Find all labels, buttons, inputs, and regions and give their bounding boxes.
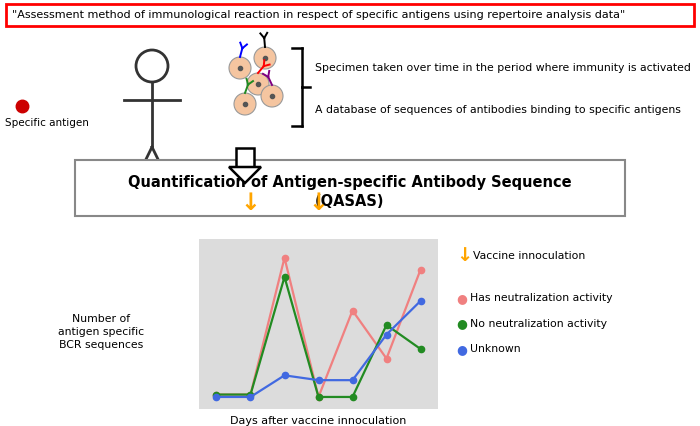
Text: ↓: ↓	[309, 191, 328, 215]
Polygon shape	[229, 167, 261, 183]
Text: A database of sequences of antibodies binding to specific antigens: A database of sequences of antibodies bi…	[315, 105, 681, 115]
Text: Quantification of Antigen-specific Antibody Sequence: Quantification of Antigen-specific Antib…	[128, 175, 572, 190]
Circle shape	[234, 93, 256, 115]
Text: ↓: ↓	[241, 191, 260, 215]
Text: (QASAS): (QASAS)	[315, 195, 385, 210]
Text: Specimen taken over time in the period where immunity is activated: Specimen taken over time in the period w…	[315, 63, 691, 73]
Text: ↓: ↓	[456, 246, 472, 265]
Text: Number of
antigen specific
BCR sequences: Number of antigen specific BCR sequences	[58, 314, 145, 351]
Circle shape	[254, 47, 276, 69]
Text: "Assessment method of immunological reaction in respect of specific antigens usi: "Assessment method of immunological reac…	[12, 10, 625, 20]
Text: Vaccine innoculation: Vaccine innoculation	[473, 250, 584, 261]
Bar	[75, 160, 625, 216]
Text: Has neutralization activity: Has neutralization activity	[470, 293, 613, 303]
Text: No neutralization activity: No neutralization activity	[470, 319, 608, 329]
Text: Days after vaccine innoculation: Days after vaccine innoculation	[230, 416, 407, 426]
Text: Unknown: Unknown	[470, 344, 521, 354]
Text: Specific antigen: Specific antigen	[5, 118, 89, 128]
Bar	[6, 4, 694, 26]
Text: ●: ●	[456, 292, 468, 305]
Circle shape	[229, 57, 251, 79]
Bar	[236, 148, 254, 167]
Text: ●: ●	[456, 317, 468, 330]
Circle shape	[261, 85, 283, 107]
Text: ●: ●	[456, 343, 468, 356]
Circle shape	[247, 73, 269, 95]
